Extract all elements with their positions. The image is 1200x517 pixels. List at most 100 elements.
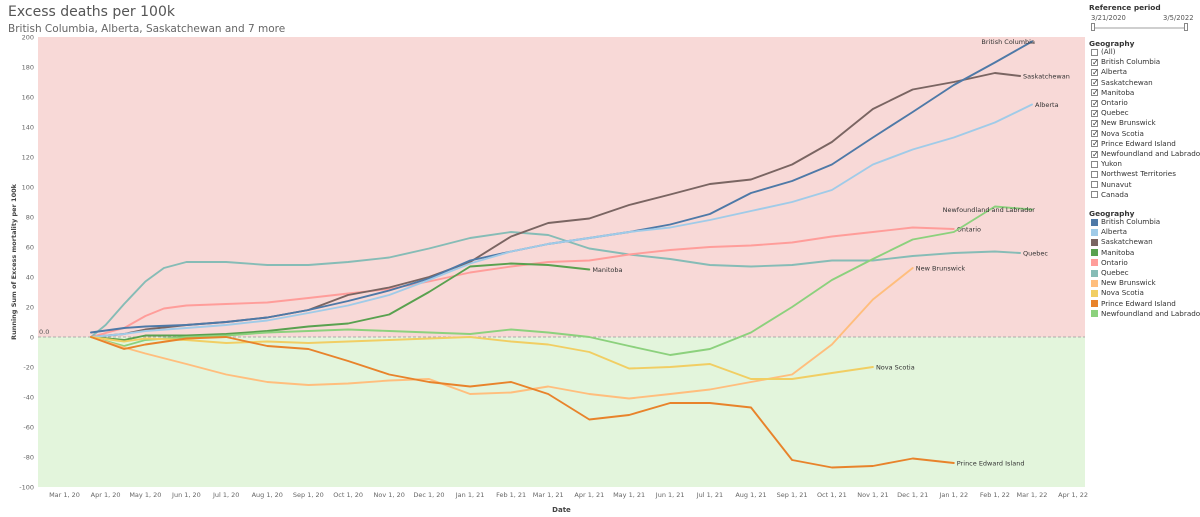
y-tick-label: 160 xyxy=(22,94,34,102)
checkbox[interactable] xyxy=(1091,109,1099,117)
legend-label: Quebec xyxy=(1101,268,1129,277)
geography-option-saskatchewan[interactable]: Saskatchewan xyxy=(1091,78,1153,88)
x-tick-label: Apr 1, 20 xyxy=(91,491,121,499)
checkbox[interactable] xyxy=(1091,79,1099,87)
x-tick-label: Oct 1, 20 xyxy=(333,491,363,499)
geography-option-newfoundland-and-labrador[interactable]: Newfoundland and Labrador xyxy=(1091,149,1200,159)
negative-band xyxy=(38,337,1085,487)
geography-option-label: Newfoundland and Labrador xyxy=(1101,149,1200,158)
x-tick-label: Nov 1, 21 xyxy=(857,491,888,499)
y-tick-label: -20 xyxy=(23,364,34,372)
legend-item-nova-scotia[interactable]: Nova Scotia xyxy=(1091,288,1144,298)
series-end-label: Quebec xyxy=(1023,250,1048,258)
legend-item-british-columbia[interactable]: British Columbia xyxy=(1091,217,1160,227)
legend-item-ontario[interactable]: Ontario xyxy=(1091,258,1128,268)
reference-period-end: 3/5/2022 xyxy=(1163,14,1194,22)
legend-swatch xyxy=(1091,269,1098,277)
x-tick-label: May 1, 20 xyxy=(129,491,161,499)
x-tick-label: Sep 1, 21 xyxy=(777,491,808,499)
checkbox[interactable] xyxy=(1091,140,1099,148)
y-axis-title: Running Sum of Excess mortality per 100k xyxy=(10,183,18,340)
legend-swatch xyxy=(1091,259,1098,267)
legend-swatch xyxy=(1091,249,1098,257)
legend-label: Newfoundland and Labrador xyxy=(1101,308,1200,318)
x-tick-label: Apr 1, 21 xyxy=(574,491,604,499)
positive-band xyxy=(38,37,1085,337)
checkbox[interactable] xyxy=(1091,58,1099,66)
legend-item-saskatchewan[interactable]: Saskatchewan xyxy=(1091,237,1153,247)
reference-period-slider[interactable] xyxy=(1093,27,1187,29)
legend-item-newfoundland-and-labrador[interactable]: Newfoundland and Labrador xyxy=(1091,309,1200,319)
geography-option-label: Saskatchewan xyxy=(1101,77,1153,87)
y-tick-label: -60 xyxy=(23,424,34,432)
series-line-alberta xyxy=(90,103,1033,338)
x-tick-label: Aug 1, 20 xyxy=(252,491,283,499)
y-tick-label: 200 xyxy=(22,34,34,42)
geography-option-quebec[interactable]: Quebec xyxy=(1091,108,1129,118)
y-tick-label: 60 xyxy=(26,244,34,252)
checkbox[interactable] xyxy=(1091,89,1099,97)
series-end-label: Prince Edward Island xyxy=(957,460,1025,468)
checkbox[interactable] xyxy=(1091,119,1099,127)
legend-label: Ontario xyxy=(1101,257,1128,267)
x-tick-label: Mar 1, 21 xyxy=(533,491,564,499)
series-line-newfoundland-and-labrador xyxy=(90,205,1033,356)
reference-period-start-handle[interactable] xyxy=(1091,23,1095,31)
reference-period-start: 3/21/2020 xyxy=(1091,14,1126,22)
chart-subtitle: British Columbia, Alberta, Saskatchewan … xyxy=(8,23,286,35)
x-axis-title: Date xyxy=(552,506,571,514)
geography-option-all[interactable]: (All) xyxy=(1091,47,1116,57)
legend-swatch xyxy=(1091,218,1098,226)
x-tick-label: Nov 1, 20 xyxy=(374,491,405,499)
reference-period-end-handle[interactable] xyxy=(1184,23,1188,31)
x-tick-label: Dec 1, 20 xyxy=(413,491,444,499)
x-tick-label: Feb 1, 21 xyxy=(496,491,526,499)
series-end-label: Saskatchewan xyxy=(1023,73,1070,81)
x-tick-label: Mar 1, 20 xyxy=(49,491,80,499)
y-tick-label: 180 xyxy=(22,64,34,72)
checkbox[interactable] xyxy=(1091,160,1098,168)
geography-option-canada[interactable]: Canada xyxy=(1091,190,1128,200)
geography-option-label: Manitoba xyxy=(1101,87,1135,97)
geography-option-label: New Brunswick xyxy=(1101,118,1156,128)
geography-option-northwest-territories[interactable]: Northwest Territories xyxy=(1091,169,1176,179)
x-tick-label: Aug 1, 21 xyxy=(735,491,766,499)
series-line-quebec xyxy=(90,231,1022,338)
legend-swatch xyxy=(1091,279,1098,287)
series-end-label: Alberta xyxy=(1035,101,1059,109)
checkbox[interactable] xyxy=(1091,68,1099,76)
geography-option-new-brunswick[interactable]: New Brunswick xyxy=(1091,118,1156,128)
geography-option-prince-edward-island[interactable]: Prince Edward Island xyxy=(1091,139,1176,149)
legend-label: Nova Scotia xyxy=(1101,288,1144,298)
checkbox[interactable] xyxy=(1091,48,1098,56)
checkbox[interactable] xyxy=(1091,170,1098,178)
y-tick-label: 20 xyxy=(26,304,34,312)
y-tick-label: -80 xyxy=(23,454,34,462)
geography-option-nova-scotia[interactable]: Nova Scotia xyxy=(1091,129,1144,139)
legend-item-manitoba[interactable]: Manitoba xyxy=(1091,248,1134,258)
legend-item-new-brunswick[interactable]: New Brunswick xyxy=(1091,278,1156,288)
geography-option-label: Ontario xyxy=(1101,98,1128,107)
y-tick-label: 0 xyxy=(30,334,34,342)
checkbox[interactable] xyxy=(1091,99,1099,107)
checkbox[interactable] xyxy=(1091,181,1098,189)
geography-option-yukon[interactable]: Yukon xyxy=(1091,159,1122,169)
legend-item-prince-edward-island[interactable]: Prince Edward Island xyxy=(1091,299,1176,309)
geography-option-ontario[interactable]: Ontario xyxy=(1091,98,1128,108)
geography-option-nunavut[interactable]: Nunavut xyxy=(1091,180,1132,190)
checkbox[interactable] xyxy=(1091,150,1099,158)
chart-title: Excess deaths per 100k xyxy=(8,4,175,20)
series-line-ontario xyxy=(90,226,955,338)
geography-option-manitoba[interactable]: Manitoba xyxy=(1091,88,1134,98)
legend-label: New Brunswick xyxy=(1101,278,1156,288)
legend-item-quebec[interactable]: Quebec xyxy=(1091,268,1129,278)
series-end-label: Ontario xyxy=(957,226,981,234)
checkbox[interactable] xyxy=(1091,130,1099,138)
x-tick-label: Mar 1, 22 xyxy=(1017,491,1048,499)
geography-option-british-columbia[interactable]: British Columbia xyxy=(1091,57,1160,67)
checkbox[interactable] xyxy=(1091,191,1098,199)
geography-option-alberta[interactable]: Alberta xyxy=(1091,67,1127,77)
x-tick-label: Apr 1, 22 xyxy=(1058,491,1088,499)
geography-option-label: Canada xyxy=(1101,189,1129,199)
legend-item-alberta[interactable]: Alberta xyxy=(1091,227,1127,237)
